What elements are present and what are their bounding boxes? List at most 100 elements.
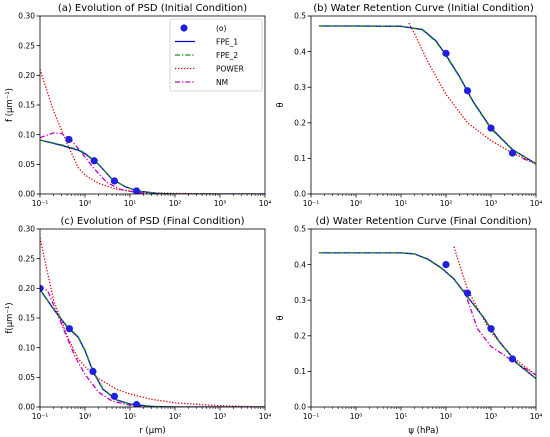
y-tick-label: 0.15 [18, 314, 35, 323]
x-tick-label: 10⁰ [79, 412, 92, 421]
legend-item: NM [175, 78, 228, 87]
x-tick-label: 10² [169, 199, 182, 208]
obs-point [110, 392, 118, 400]
x-tick-label: 10¹ [124, 199, 137, 208]
series-line-fpe-2 [318, 25, 536, 165]
legend-label: FPE_2 [216, 51, 238, 60]
x-tick-label: 10³ [214, 412, 227, 421]
chart-title: (d) Water Retention Curve (Final Conditi… [316, 216, 532, 227]
y-tick-label: 0.05 [18, 373, 35, 382]
obs-point [110, 177, 118, 185]
y-tick-label: 0.2 [294, 119, 306, 128]
obs-point [487, 325, 495, 333]
obs-point [508, 149, 517, 157]
x-tick-label: 10¹ [395, 199, 408, 208]
obs-point [463, 87, 472, 95]
series-line-power [40, 237, 265, 407]
plot-area [40, 237, 265, 407]
axes-frame [310, 228, 537, 408]
series-line-power [453, 246, 536, 376]
plot-area [318, 22, 536, 165]
series-line-nm [40, 284, 265, 407]
obs-point [132, 187, 141, 194]
series-line-fpe-2 [318, 252, 536, 380]
x-tick-label: 10² [169, 412, 182, 421]
legend-label: FPE_1 [216, 37, 238, 46]
legend-item: (o) [180, 24, 227, 33]
chart-title: (a) Evolution of PSD (Initial Condition) [58, 3, 247, 14]
x-tick-label: 10³ [485, 412, 498, 421]
legend-label: NM [216, 78, 228, 87]
y-tick-label: 0.0 [294, 190, 306, 199]
x-tick-label: 10⁴ [259, 199, 272, 208]
x-tick-label: 10⁻¹ [32, 199, 49, 208]
y-tick-label: 0.2 [294, 332, 306, 341]
x-tick-label: 10⁴ [530, 199, 543, 208]
obs-point [132, 401, 141, 407]
obs-point [487, 124, 495, 132]
y-tick-label: 0.1 [294, 154, 306, 163]
y-tick-label: 0.30 [18, 12, 35, 21]
x-tick-label: 10⁴ [259, 412, 272, 421]
x-tick-label: 10⁴ [530, 412, 543, 421]
obs-point [90, 157, 98, 165]
legend-swatch [180, 24, 188, 32]
panel-d: 10⁻¹ 10⁰ 10¹ 10² 10³ 10⁴ 0.0 0.1 0.2 0.3 0.4 0.5 (d)… [276, 216, 543, 436]
x-tick-label: 10⁰ [350, 412, 363, 421]
y-tick-label: 0.3 [294, 83, 306, 92]
axes-frame [39, 228, 266, 408]
x-tick-label: 10⁰ [79, 199, 92, 208]
x-axis-label: ψ (hPa) [408, 426, 438, 436]
legend-item: POWER [175, 64, 244, 73]
x-tick-label: 10⁻¹ [303, 412, 320, 421]
legend-label: POWER [216, 64, 244, 73]
x-tick-label: 10¹ [124, 412, 137, 421]
y-tick-label: 0.10 [18, 130, 35, 139]
y-tick-label: 0.0 [294, 403, 306, 412]
series-line-nm [463, 289, 536, 376]
y-tick-label: 0.00 [18, 190, 35, 199]
y-tick-label: 0.30 [18, 225, 35, 234]
obs-point [508, 355, 517, 363]
legend-label: (o) [216, 24, 227, 33]
axes-frame [39, 15, 266, 195]
y-tick-label: 0.3 [294, 296, 306, 305]
obs-point [40, 284, 44, 292]
y-tick-label: 0.05 [18, 160, 35, 169]
legend-box [169, 18, 263, 92]
y-tick-label: 0.1 [294, 367, 306, 376]
panel-c: 10⁻¹ 10⁰ 10¹ 10² 10³ 10⁴ 0.00 0.05 0.10 0.15 0.20 0… [5, 216, 271, 436]
obs-point [442, 261, 450, 269]
y-tick-label: 0.5 [294, 12, 306, 21]
y-tick-label: 0.00 [18, 403, 35, 412]
y-tick-label: 0.15 [18, 101, 35, 110]
y-tick-label: 0.20 [18, 284, 35, 293]
legend-item: FPE_2 [175, 51, 238, 60]
obs-point [442, 49, 450, 57]
x-tick-label: 10⁰ [350, 199, 363, 208]
y-axis-label: f (μm⁻¹) [5, 88, 15, 122]
x-tick-label: 10⁻¹ [32, 412, 49, 421]
y-tick-label: 0.4 [294, 47, 306, 56]
x-tick-label: 10⁻¹ [303, 199, 320, 208]
y-axis-label: θ [276, 315, 286, 320]
y-axis-label: f(μm⁻¹) [5, 302, 15, 333]
x-tick-label: 10² [440, 412, 453, 421]
y-axis-label: θ [276, 102, 286, 107]
y-tick-label: 0.20 [18, 71, 35, 80]
obs-point [65, 135, 73, 144]
legend-item: FPE_1 [175, 37, 238, 46]
series-line-nm [522, 157, 536, 165]
y-tick-label: 0.5 [294, 225, 306, 234]
y-tick-label: 0.10 [18, 343, 35, 352]
obs-point [463, 289, 472, 297]
chart-title: (b) Water Retention Curve (Initial Condi… [313, 3, 534, 14]
x-tick-label: 10³ [485, 199, 498, 208]
obs-point [65, 325, 73, 333]
x-tick-label: 10³ [214, 199, 227, 208]
legend: (o) FPE_1 FPE_2 POWER NM [169, 18, 263, 92]
chart-title: (c) Evolution of PSD (Final Condition) [60, 216, 244, 227]
x-tick-label: 10² [440, 199, 453, 208]
y-tick-label: 0.25 [18, 41, 35, 50]
series-line-nm [40, 132, 265, 194]
